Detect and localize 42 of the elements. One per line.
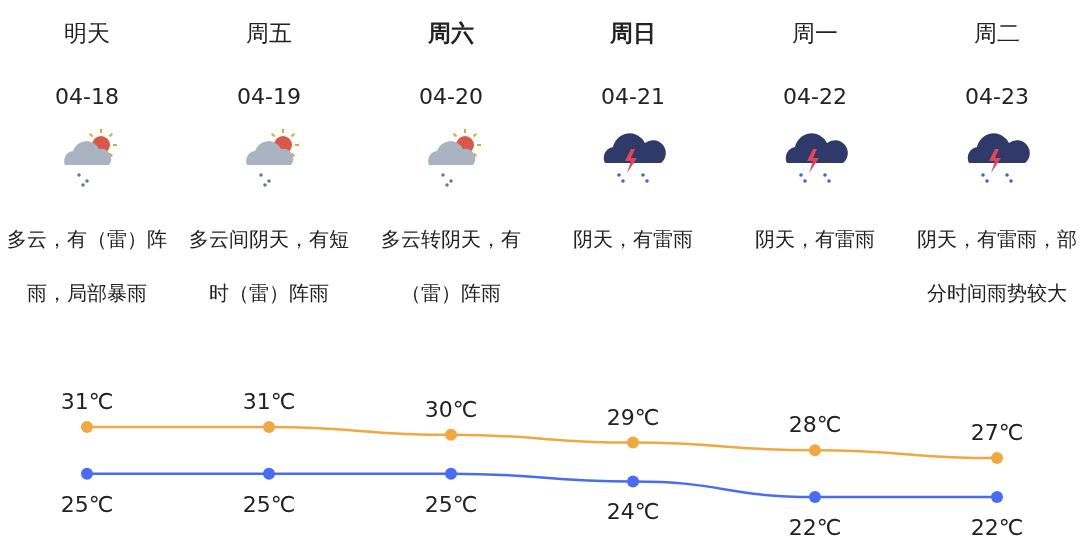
text: 04-19 — [236, 84, 302, 109]
text: 多云，有（雷）阵雨，局部暴雨 — [7, 227, 167, 305]
text: 阴天，有雷雨 — [754, 226, 876, 253]
point — [991, 452, 1003, 465]
data-label: 24℃ — [606, 499, 660, 525]
point — [809, 444, 821, 457]
point — [445, 467, 457, 480]
point — [627, 475, 639, 488]
x-tick-label: 周五 — [245, 19, 293, 48]
data-label: 28℃ — [788, 412, 842, 438]
text: 阴天，有雷雨 — [572, 226, 694, 253]
point — [81, 467, 93, 480]
point — [809, 491, 821, 503]
point — [627, 436, 639, 449]
data-label: 31℃ — [60, 389, 114, 414]
data-label: 25℃ — [60, 491, 114, 517]
text: 04-23 — [964, 84, 1030, 109]
data-label: 25℃ — [242, 491, 296, 517]
text: 阴天，有雷雨，部分时间雨势较大 — [917, 227, 1077, 305]
x-tick-label: 明天 — [63, 19, 111, 48]
point — [263, 421, 275, 433]
point — [263, 467, 275, 480]
data-label: 31℃ — [242, 389, 296, 414]
data-label: 25℃ — [424, 491, 478, 517]
text: 多云间阴天，有短时（雷）阵雨 — [189, 227, 349, 305]
point — [81, 421, 93, 433]
x-tick-label: 周一 — [791, 19, 839, 48]
point — [991, 491, 1003, 503]
data-label: 29℃ — [606, 404, 660, 430]
data-label: 27℃ — [970, 420, 1024, 446]
x-tick-label: 周二 — [973, 19, 1021, 48]
text: 多云转阴天，有（雷）阵雨 — [381, 227, 521, 305]
text: 04-22 — [782, 84, 848, 109]
text: 04-20 — [418, 84, 484, 109]
x-tick-label: 周六 — [428, 20, 474, 46]
text: 04-21 — [600, 84, 666, 109]
text: 04-18 — [54, 84, 120, 109]
x-tick-label: 周日 — [610, 20, 656, 46]
data-label: 22℃ — [970, 515, 1024, 540]
data-label: 22℃ — [788, 515, 842, 540]
data-label: 30℃ — [424, 396, 478, 422]
point — [445, 428, 457, 441]
